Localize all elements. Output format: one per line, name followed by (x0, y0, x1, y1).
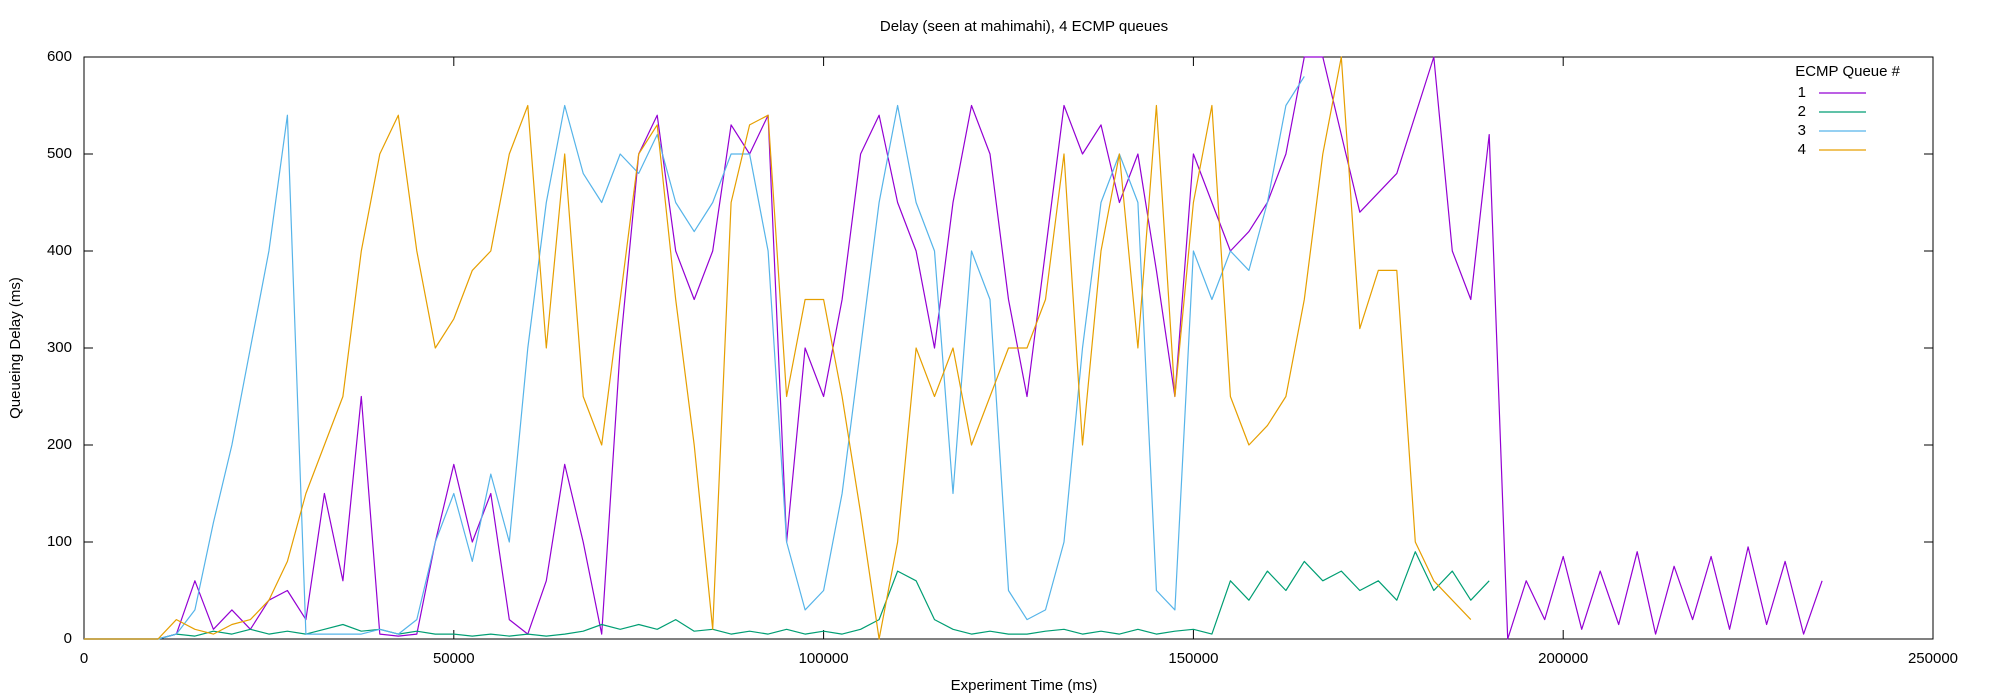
x-tick-label: 200000 (1538, 650, 1588, 667)
y-tick-label: 600 (47, 48, 72, 65)
legend-title: ECMP Queue # (1795, 63, 1900, 80)
y-tick-label: 200 (47, 436, 72, 453)
series-line (84, 76, 1305, 640)
x-tick-label: 150000 (1168, 650, 1218, 667)
legend-label: 1 (1798, 84, 1806, 101)
y-tick-label: 400 (47, 242, 72, 259)
y-tick-label: 100 (47, 533, 72, 550)
y-tick-label: 500 (47, 145, 72, 162)
x-axis-label: Experiment Time (ms) (951, 677, 1098, 694)
series-line (84, 551, 1490, 640)
x-tick-label: 100000 (799, 650, 849, 667)
x-tick-label: 250000 (1908, 650, 1958, 667)
legend-label: 3 (1798, 122, 1806, 139)
legend-label: 4 (1798, 141, 1806, 158)
chart-title: Delay (seen at mahimahi), 4 ECMP queues (880, 18, 1168, 35)
series-line (84, 56, 1472, 640)
y-axis-label: Queueing Delay (ms) (7, 277, 24, 419)
x-tick-label: 50000 (433, 650, 475, 667)
x-tick-label: 0 (80, 650, 88, 667)
series-line (84, 56, 1823, 640)
y-tick-label: 0 (64, 630, 72, 647)
y-tick-label: 300 (47, 339, 72, 356)
legend-label: 2 (1798, 103, 1806, 120)
